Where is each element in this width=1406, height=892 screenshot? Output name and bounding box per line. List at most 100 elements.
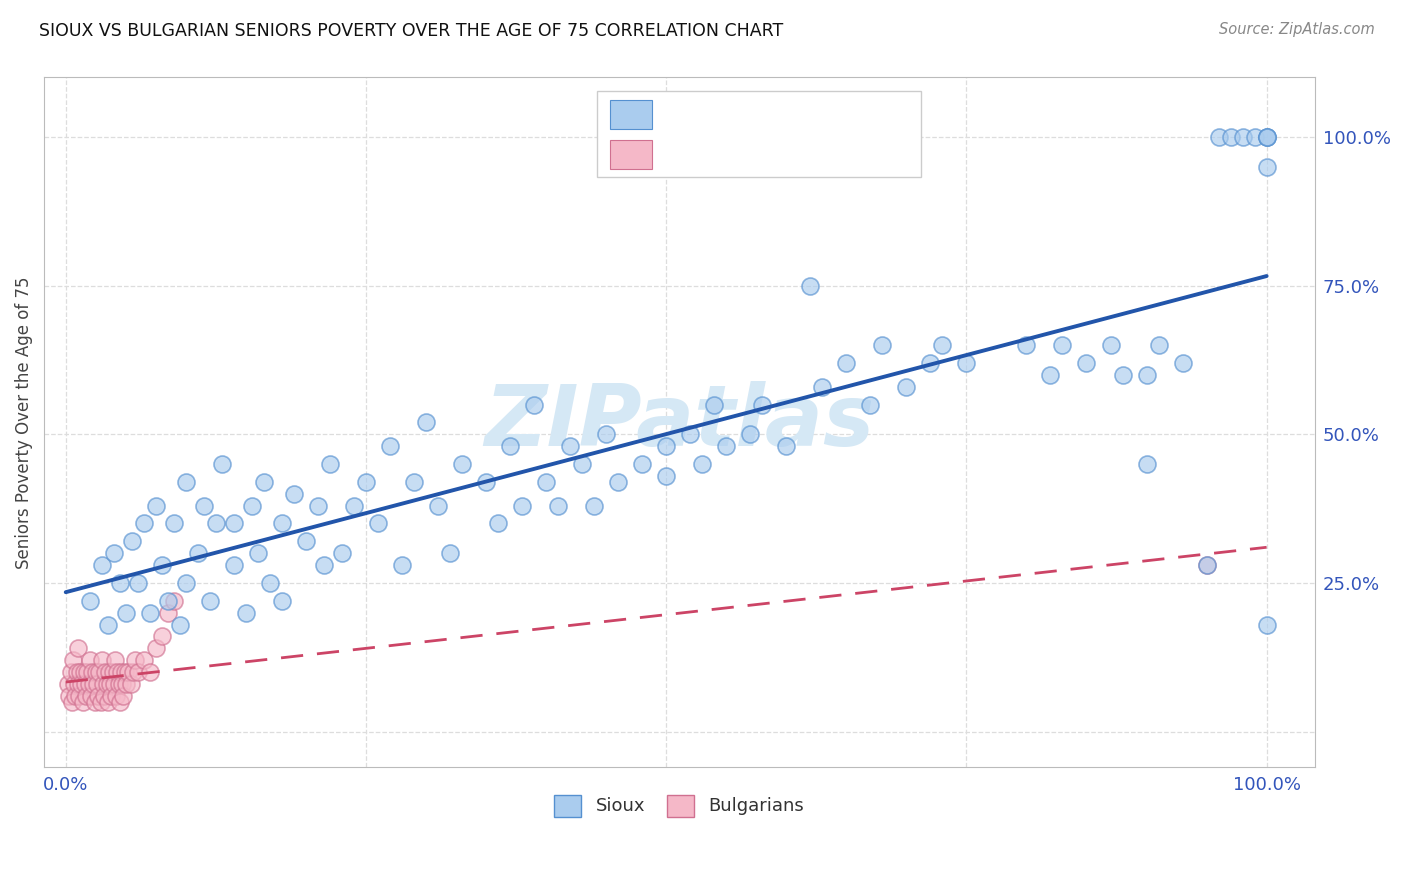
Point	[84, 665, 107, 679]
Point	[1099, 338, 1122, 352]
Point	[73, 665, 96, 679]
Point	[1076, 356, 1098, 370]
Point	[1256, 617, 1278, 632]
Point	[312, 558, 335, 572]
Point	[751, 397, 773, 411]
Text: Source: ZipAtlas.com: Source: ZipAtlas.com	[1219, 22, 1375, 37]
Point	[679, 427, 702, 442]
Point	[103, 546, 125, 560]
Point	[354, 475, 377, 489]
Point	[120, 677, 142, 691]
Point	[127, 575, 149, 590]
Point	[222, 516, 245, 531]
Point	[583, 499, 606, 513]
Point	[163, 516, 186, 531]
Point	[97, 617, 120, 632]
Point	[510, 499, 533, 513]
Point	[82, 665, 104, 679]
Point	[139, 606, 162, 620]
Point	[79, 593, 101, 607]
Point	[59, 665, 82, 679]
Point	[156, 606, 179, 620]
Point	[163, 593, 186, 607]
Point	[235, 606, 257, 620]
Point	[1135, 457, 1157, 471]
Point	[246, 546, 269, 560]
Point	[63, 677, 86, 691]
Point	[1111, 368, 1133, 382]
Point	[169, 617, 191, 632]
Point	[62, 653, 84, 667]
Point	[343, 499, 366, 513]
Point	[96, 677, 118, 691]
Point	[253, 475, 276, 489]
Point	[93, 689, 115, 703]
Point	[1135, 368, 1157, 382]
Point	[534, 475, 557, 489]
Point	[91, 677, 114, 691]
Point	[156, 593, 179, 607]
Point	[402, 475, 425, 489]
Point	[121, 534, 143, 549]
Point	[145, 499, 167, 513]
Point	[1256, 160, 1278, 174]
Point	[295, 534, 318, 549]
Point	[1208, 129, 1230, 144]
Point	[105, 665, 128, 679]
Point	[87, 689, 110, 703]
Point	[73, 677, 96, 691]
Point	[631, 457, 654, 471]
Point	[86, 677, 108, 691]
Point	[427, 499, 450, 513]
Point	[174, 575, 197, 590]
Point	[558, 439, 581, 453]
Point	[66, 641, 89, 656]
Point	[60, 695, 83, 709]
Point	[499, 439, 522, 453]
Point	[132, 516, 155, 531]
Point	[655, 468, 678, 483]
Point	[547, 499, 569, 513]
Point	[105, 689, 128, 703]
Point	[77, 677, 100, 691]
Point	[1171, 356, 1194, 370]
Point	[896, 379, 918, 393]
Point	[451, 457, 474, 471]
Point	[859, 397, 882, 411]
Point	[259, 575, 281, 590]
Point	[872, 338, 894, 352]
Point	[110, 665, 132, 679]
Point	[127, 665, 149, 679]
Point	[89, 665, 111, 679]
Point	[150, 558, 173, 572]
Point	[114, 606, 136, 620]
Point	[1015, 338, 1038, 352]
Point	[955, 356, 977, 370]
Point	[69, 665, 91, 679]
Point	[270, 516, 292, 531]
Point	[97, 695, 120, 709]
Point	[100, 689, 122, 703]
Point	[690, 457, 713, 471]
Point	[139, 665, 162, 679]
Point	[799, 278, 821, 293]
Point	[94, 665, 117, 679]
Point	[1052, 338, 1074, 352]
Point	[486, 516, 509, 531]
Point	[107, 677, 129, 691]
Point	[111, 677, 134, 691]
Point	[703, 397, 725, 411]
Point	[76, 665, 98, 679]
Point	[114, 665, 136, 679]
Point	[114, 677, 136, 691]
Point	[56, 677, 79, 691]
Point	[367, 516, 389, 531]
Point	[270, 593, 292, 607]
Point	[132, 653, 155, 667]
Point	[112, 689, 135, 703]
Point	[1039, 368, 1062, 382]
Point	[307, 499, 329, 513]
Point	[211, 457, 233, 471]
Point	[607, 475, 630, 489]
Point	[835, 356, 858, 370]
